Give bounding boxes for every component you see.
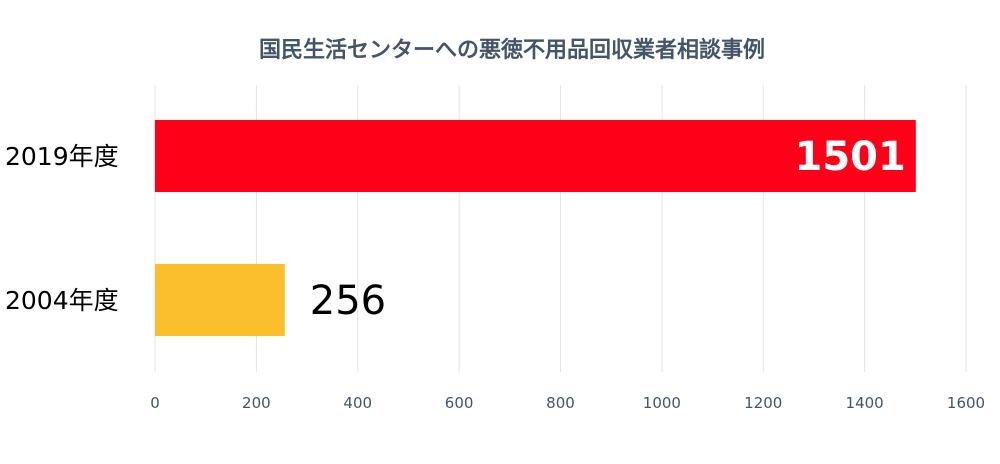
bars [155, 120, 916, 336]
x-tick-label-800: 800 [546, 394, 575, 412]
data-label-1: 256 [310, 278, 386, 324]
category-labels: 2019年度 2004年度 [5, 142, 119, 315]
category-label-1: 2004年度 [5, 286, 119, 315]
x-axis-tick-labels: 0 200 400 600 800 1000 1200 1400 1600 [150, 394, 985, 412]
bar-0 [155, 120, 916, 192]
x-tick-label-200: 200 [242, 394, 271, 412]
data-labels: 1501 256 [310, 134, 906, 324]
x-tick-label-400: 400 [343, 394, 372, 412]
x-tick-label-1400: 1400 [846, 394, 884, 412]
x-tick-label-0: 0 [150, 394, 160, 412]
bar-1 [155, 264, 285, 336]
x-tick-label-1000: 1000 [643, 394, 681, 412]
x-tick-label-600: 600 [445, 394, 474, 412]
x-tick-label-1200: 1200 [744, 394, 782, 412]
chart-title: 国民生活センターへの悪徳不用品回収業者相談事例 [259, 37, 765, 63]
category-label-0: 2019年度 [5, 142, 119, 171]
data-label-0: 1501 [794, 134, 905, 180]
x-tick-label-1600: 1600 [947, 394, 985, 412]
